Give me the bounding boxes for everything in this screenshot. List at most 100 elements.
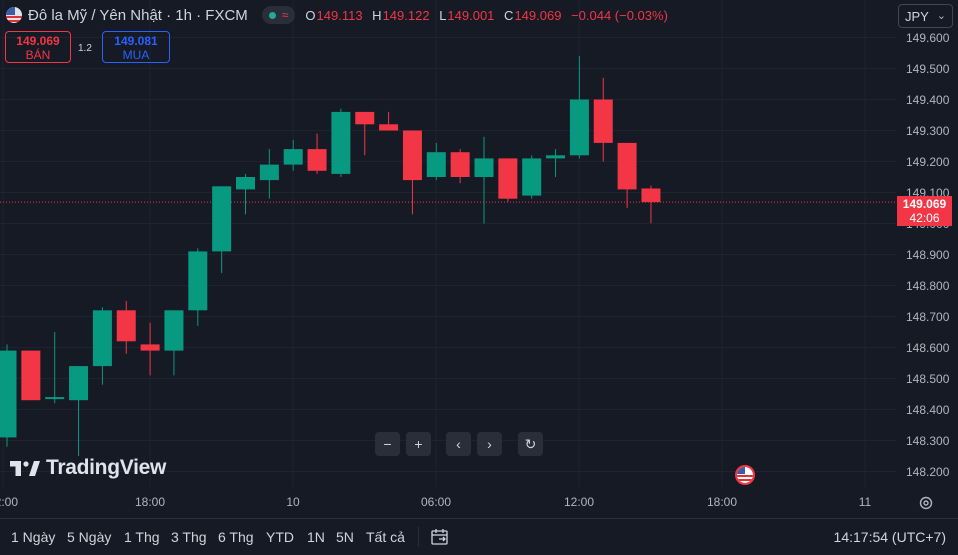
- candle-body: [331, 111, 351, 174]
- brand-name: TradingView: [46, 456, 167, 479]
- scroll-right-button[interactable]: ›: [477, 432, 502, 456]
- buy-label: MUA: [122, 48, 150, 62]
- candle-body: [617, 142, 637, 190]
- clock-timezone[interactable]: 14:17:54 (UTC+7): [833, 529, 946, 545]
- candle: [140, 322, 160, 376]
- candle-body: [188, 251, 208, 311]
- range-button[interactable]: 1N: [307, 529, 325, 545]
- candle-body: [69, 366, 89, 401]
- bottom-toolbar: 1 Ngày 5 Ngày 1 Thg 3 Thg 6 Thg YTD 1N 5N Tất cả…: [0, 518, 958, 555]
- range-button[interactable]: 1 Ngày: [11, 529, 56, 545]
- candle: [116, 301, 136, 354]
- candle: [474, 136, 494, 224]
- candle: [593, 77, 613, 162]
- grid: [0, 0, 896, 487]
- zoom-out-button[interactable]: −: [375, 432, 400, 456]
- high-label: H: [372, 7, 382, 23]
- candle-body: [164, 310, 184, 351]
- candle-body: [593, 99, 613, 143]
- ohlc-legend: O149.113 H149.122 L149.001 C149.069 −0.0…: [305, 8, 668, 23]
- zoom-in-button[interactable]: +: [406, 432, 431, 456]
- candle: [69, 366, 89, 456]
- tradingview-logo[interactable]: TradingView: [10, 456, 166, 480]
- y-tick-label: 149.600: [906, 30, 950, 45]
- currency-select[interactable]: JPY ⌄: [898, 4, 953, 28]
- range-button[interactable]: 5N: [336, 529, 354, 545]
- close-value: 149.069: [514, 7, 562, 23]
- range-button[interactable]: 1 Thg: [124, 529, 160, 545]
- candle: [164, 310, 184, 376]
- currency-value: JPY: [905, 9, 929, 24]
- market-open-icon: [268, 11, 276, 19]
- candles-series: [0, 56, 661, 456]
- chevron-down-icon: ⌄: [936, 10, 946, 22]
- candle: [546, 149, 566, 177]
- calendar-goto-icon[interactable]: [430, 527, 450, 547]
- open-value: 149.113: [316, 7, 363, 23]
- candle-body: [498, 158, 518, 199]
- symbol-title[interactable]: Đô la Mỹ / Yên Nhật · 1h · FXCM: [28, 6, 248, 24]
- candle-body: [45, 397, 65, 400]
- range-button[interactable]: 5 Ngày: [67, 529, 112, 545]
- y-tick-label: 148.800: [906, 278, 950, 293]
- candle-body: [259, 164, 279, 181]
- y-tick-label: 148.600: [906, 340, 950, 355]
- sell-button[interactable]: 149.069 BÁN: [5, 31, 71, 63]
- bar-countdown: 42:06: [909, 211, 940, 225]
- range-button[interactable]: 3 Thg: [171, 529, 207, 545]
- candle-body: [0, 350, 17, 438]
- candle-body: [212, 186, 232, 252]
- range-button[interactable]: 6 Thg: [218, 529, 254, 545]
- candle-body: [379, 124, 399, 131]
- candle: [355, 111, 375, 156]
- candle-body: [236, 177, 255, 190]
- candle: [426, 142, 446, 181]
- candle: [402, 130, 422, 215]
- candle: [45, 332, 65, 404]
- y-tick-label: 148.300: [906, 433, 950, 448]
- candle: [641, 185, 661, 224]
- candle-body: [546, 155, 566, 159]
- x-tick-label: 12:00: [563, 495, 595, 509]
- y-tick-label: 149.200: [906, 154, 950, 169]
- candle: [617, 142, 637, 208]
- y-tick-label: 148.400: [906, 402, 950, 417]
- candle-body: [116, 310, 136, 342]
- candle-body: [474, 158, 494, 177]
- sell-price: 149.069: [16, 34, 60, 48]
- x-tick-label: 12:00: [0, 495, 19, 509]
- candle: [92, 307, 112, 385]
- y-tick-label: 149.300: [906, 123, 950, 138]
- x-tick-label: 18:00: [706, 495, 738, 509]
- toolbar-divider: [418, 527, 419, 547]
- candle: [21, 350, 41, 401]
- range-button[interactable]: Tất cả: [366, 529, 405, 545]
- us-event-icon[interactable]: [735, 465, 755, 485]
- candle-body: [92, 310, 112, 367]
- last-price-value: 149.069: [902, 197, 947, 211]
- low-label: L: [439, 7, 447, 23]
- wave-icon: ≈: [281, 8, 289, 22]
- change-value: −0.044 (−0.03%): [571, 7, 668, 23]
- market-status[interactable]: ≈: [261, 6, 296, 24]
- candle-body: [522, 158, 542, 196]
- sell-label: BÁN: [25, 48, 51, 62]
- x-tick-label: 10: [286, 495, 300, 509]
- reset-chart-button[interactable]: ↻: [518, 432, 543, 456]
- settings-icon[interactable]: [918, 495, 934, 511]
- candle-body: [307, 149, 327, 171]
- candle-body: [402, 130, 422, 181]
- candle-body: [140, 344, 160, 351]
- candle-body: [283, 149, 303, 165]
- buy-price: 149.081: [114, 34, 158, 48]
- high-value: 149.122: [382, 7, 430, 23]
- candle: [522, 155, 542, 199]
- candle-body: [21, 350, 41, 401]
- range-button[interactable]: YTD: [266, 529, 294, 545]
- y-tick-label: 149.500: [906, 61, 950, 76]
- buy-button[interactable]: 149.081 MUA: [102, 31, 170, 63]
- candle: [0, 344, 17, 447]
- scroll-left-button[interactable]: ‹: [446, 432, 471, 456]
- candle: [212, 186, 232, 274]
- candle: [569, 56, 589, 159]
